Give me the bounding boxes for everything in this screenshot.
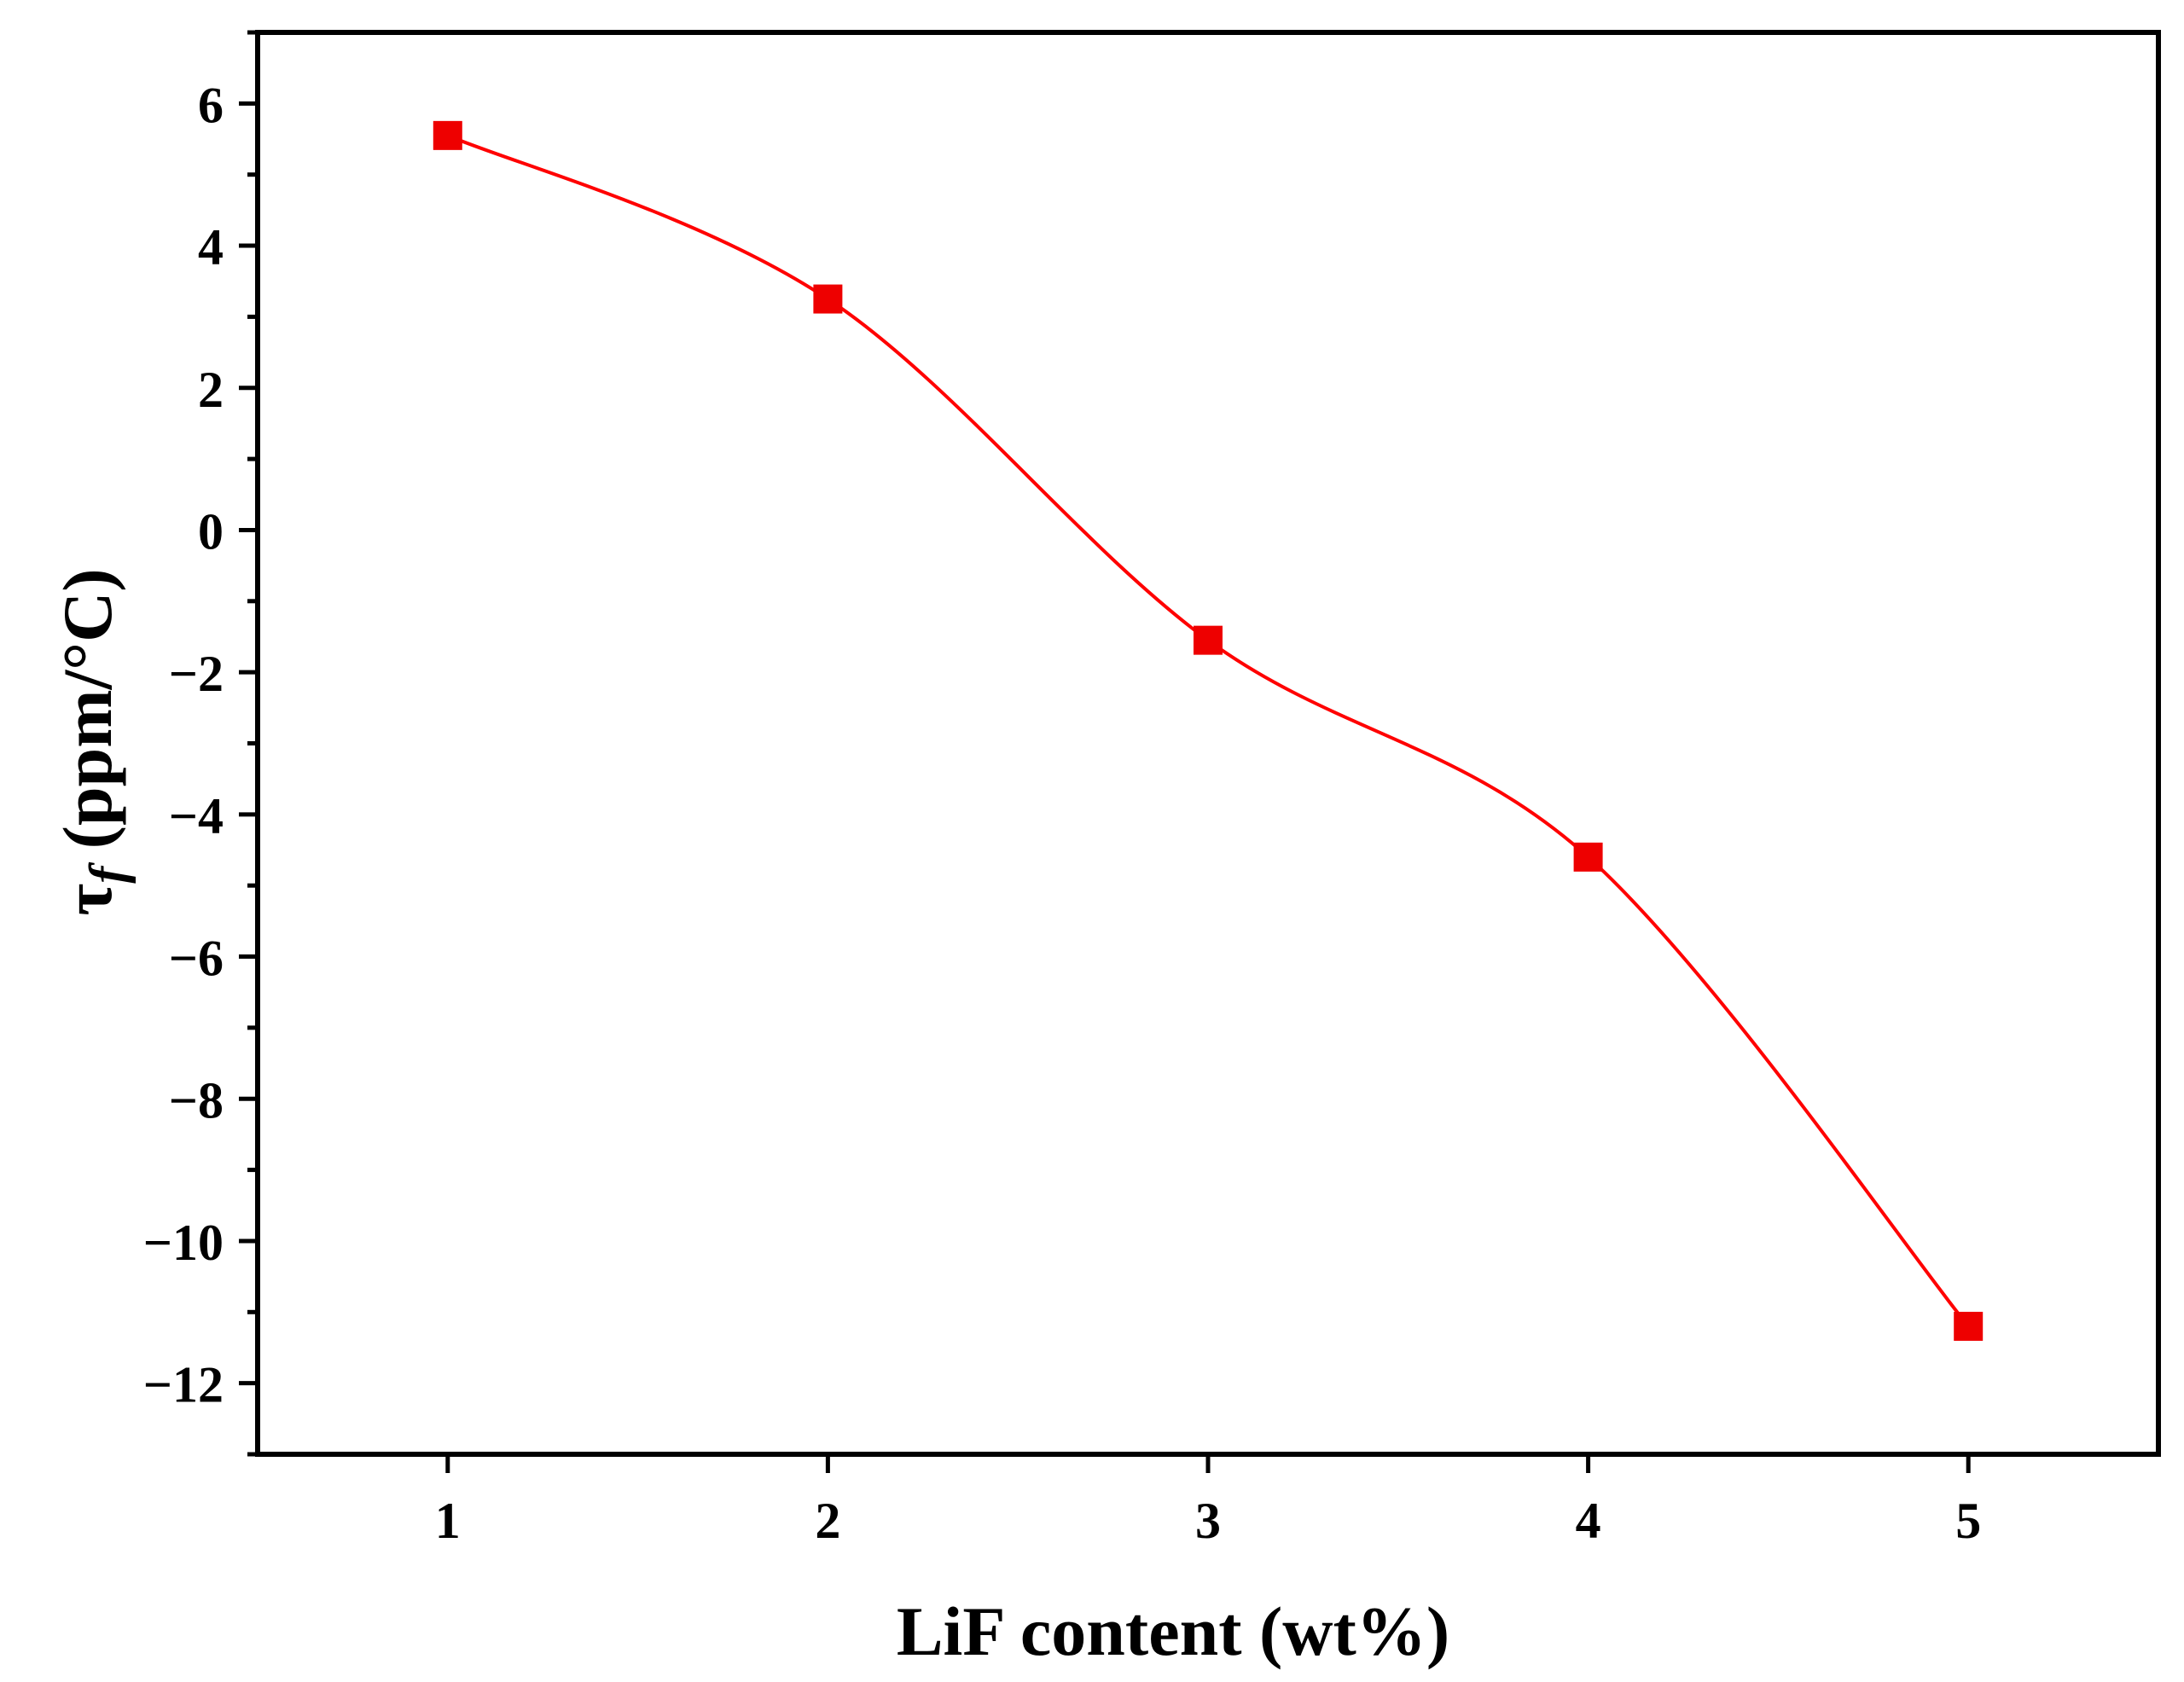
- y-tick-label: −10: [143, 1215, 224, 1271]
- data-point: [813, 284, 843, 314]
- x-axis-label: LiF content (wt%): [897, 1592, 1449, 1670]
- y-axis-label-symbol: τ: [49, 884, 126, 916]
- y-tick-label: −4: [169, 788, 224, 844]
- x-tick-label: 4: [1576, 1493, 1601, 1549]
- ticks: 6 4 2 0 −2 −4 −6 −8 −10 −12 1 2 3 4 5: [143, 30, 1981, 1549]
- data-point: [1573, 842, 1603, 872]
- x-tick-label: 5: [1955, 1493, 1981, 1549]
- plot-frame: [255, 30, 2161, 1457]
- y-tick-label: −8: [169, 1072, 224, 1128]
- x-tick-label: 1: [435, 1493, 461, 1549]
- y-tick-label: −6: [169, 931, 224, 987]
- data-point: [1954, 1311, 1984, 1341]
- x-tick-label: 3: [1195, 1493, 1221, 1549]
- data-point: [1194, 625, 1223, 655]
- axes: [255, 30, 2161, 1457]
- y-tick-label: 4: [198, 219, 224, 276]
- y-tick-label: 6: [198, 77, 224, 133]
- y-tick-label: −12: [143, 1357, 224, 1413]
- y-tick-label: −2: [169, 646, 224, 702]
- y-tick-label: 2: [198, 362, 224, 418]
- x-tick-label: 2: [815, 1493, 840, 1549]
- series: [433, 120, 1984, 1341]
- y-axis-label: τf (ppm/°C): [49, 568, 136, 915]
- y-tick-label: 0: [198, 503, 224, 560]
- series-line: [447, 134, 1970, 1328]
- data-point: [433, 120, 462, 150]
- y-axis-label-unit: (ppm/°C): [49, 568, 126, 866]
